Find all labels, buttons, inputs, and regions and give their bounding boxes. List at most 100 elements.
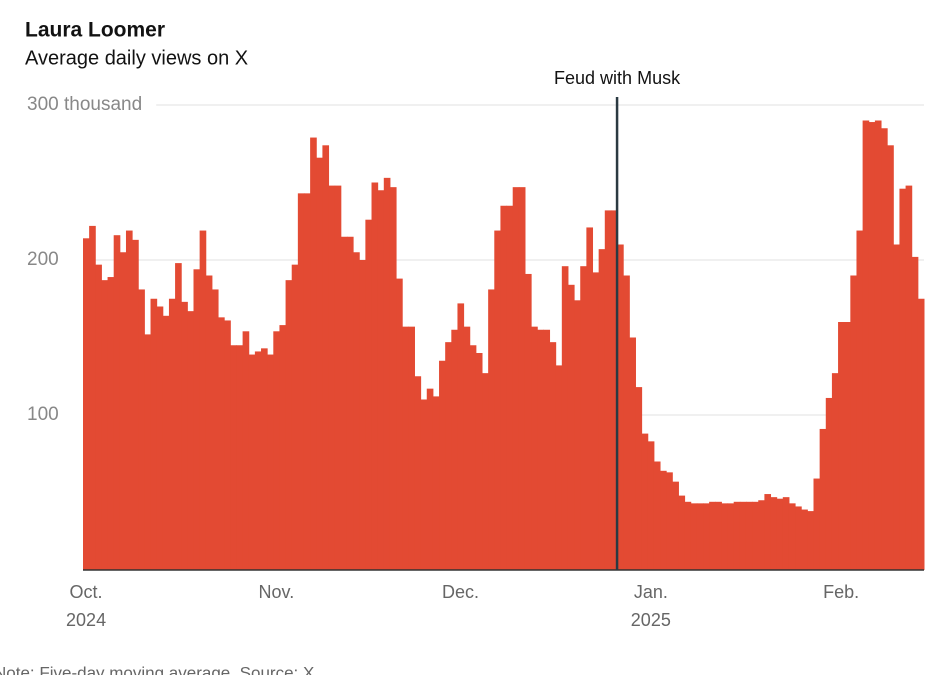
bar <box>205 275 213 570</box>
bar <box>107 277 115 570</box>
bar <box>653 461 661 570</box>
bar <box>567 284 575 570</box>
bar <box>408 326 415 570</box>
x-tick-label: Nov. <box>258 582 295 602</box>
bar <box>224 320 231 570</box>
bar <box>475 353 483 570</box>
bar <box>230 345 237 570</box>
bar <box>868 122 876 571</box>
bar <box>89 225 96 570</box>
bar <box>874 120 882 570</box>
y-tick-label: 300 thousand <box>27 94 142 115</box>
bar <box>432 396 440 570</box>
bar <box>101 280 109 570</box>
bar <box>494 230 501 571</box>
bar <box>660 470 667 570</box>
bar <box>377 190 385 570</box>
bar <box>261 348 268 570</box>
bar <box>181 301 188 570</box>
bar <box>316 157 323 570</box>
bar <box>696 503 704 570</box>
bar <box>512 187 520 570</box>
x-tick-label: Feb. <box>823 582 860 602</box>
bar <box>629 337 636 570</box>
bar <box>162 315 170 570</box>
bar <box>353 252 360 570</box>
bar <box>506 205 514 570</box>
bar <box>592 272 600 570</box>
bar <box>365 219 373 570</box>
bar <box>524 273 532 570</box>
bar <box>119 252 127 570</box>
bar <box>531 326 538 570</box>
bar <box>426 388 434 570</box>
bar <box>574 300 581 570</box>
bar <box>83 238 90 571</box>
bar <box>678 495 686 570</box>
bar <box>322 145 330 571</box>
bar <box>193 269 201 570</box>
bar <box>389 187 397 570</box>
bar <box>439 360 446 570</box>
bar <box>862 120 870 570</box>
annotation-label: Feud with Musk <box>554 68 681 88</box>
bar <box>893 244 900 570</box>
bar <box>537 329 544 570</box>
bar <box>887 145 894 571</box>
y-tick-label: 100 <box>27 404 59 425</box>
bar <box>482 373 489 570</box>
bar <box>752 501 759 570</box>
bar <box>739 501 747 570</box>
bar <box>850 275 857 570</box>
y-tick-label: 200 <box>27 249 59 270</box>
bar <box>242 331 250 570</box>
bar <box>561 266 569 570</box>
chart-subtitle: Average daily views on X <box>25 47 248 69</box>
bar <box>899 188 907 570</box>
bar <box>635 387 643 570</box>
bar <box>168 298 176 570</box>
bar <box>782 497 790 570</box>
bar <box>334 185 342 570</box>
bar <box>420 399 428 570</box>
bar <box>684 501 692 570</box>
bar <box>303 193 311 570</box>
bar <box>488 289 495 570</box>
bar <box>856 230 864 571</box>
bar <box>690 503 698 570</box>
bar <box>297 193 305 570</box>
bar <box>586 227 594 570</box>
x-tick-label: Dec. <box>442 582 480 602</box>
bar <box>733 501 741 570</box>
bar <box>905 185 913 570</box>
bar <box>549 342 557 570</box>
bar <box>396 278 403 570</box>
bar <box>703 503 710 570</box>
bar <box>236 345 244 570</box>
bars <box>83 120 925 571</box>
bar <box>254 351 262 570</box>
bar <box>819 428 827 570</box>
bar <box>500 205 508 570</box>
bar <box>647 441 655 570</box>
bar <box>807 511 815 570</box>
bar <box>715 501 722 570</box>
bar <box>144 334 152 570</box>
bar <box>156 306 164 570</box>
bar <box>764 494 772 570</box>
bar <box>709 501 716 570</box>
bar <box>580 266 587 570</box>
bar <box>518 187 526 570</box>
bar <box>666 472 673 570</box>
bar <box>610 210 618 570</box>
bar <box>727 503 735 570</box>
bar <box>641 433 649 570</box>
bar <box>451 329 458 570</box>
bar <box>138 289 145 570</box>
x-tick-label: Oct. 2024 <box>66 582 107 630</box>
bar <box>218 317 225 570</box>
bar <box>125 230 133 571</box>
bar <box>745 501 753 570</box>
bar <box>917 298 925 570</box>
